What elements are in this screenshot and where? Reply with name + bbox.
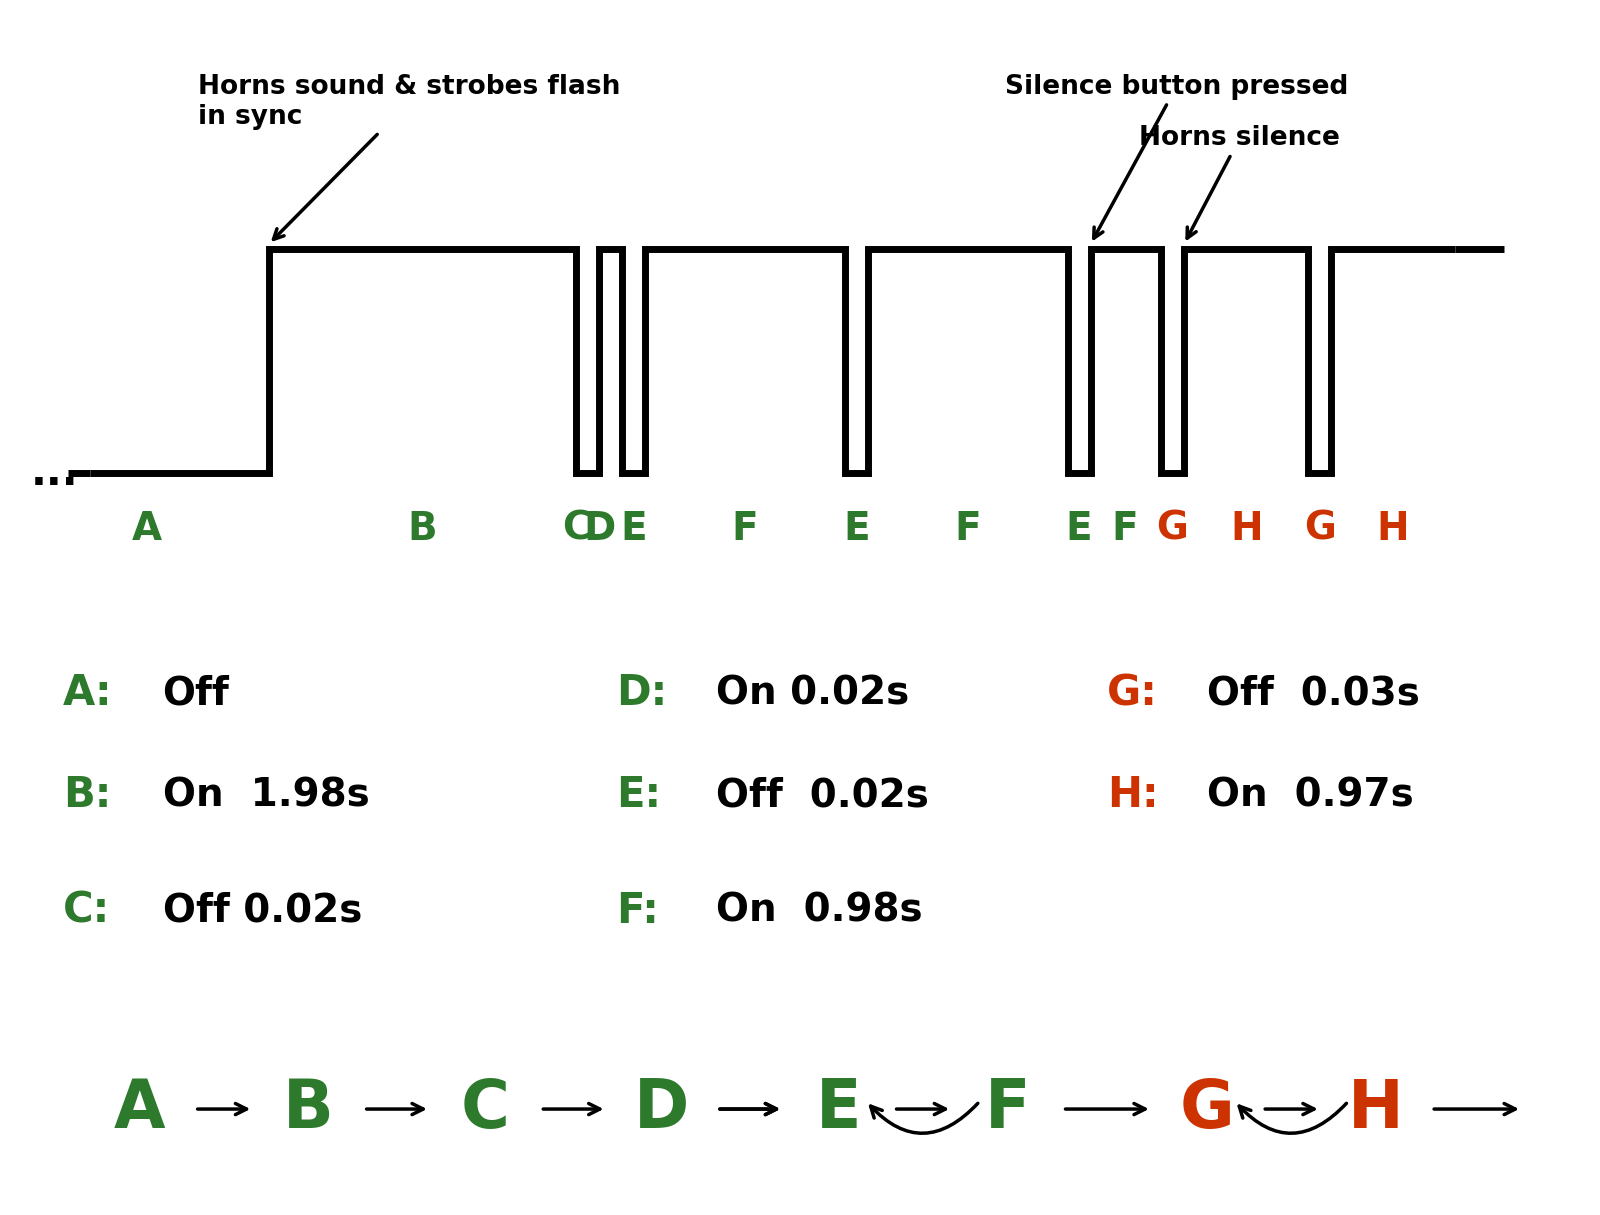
Text: F: F (731, 510, 758, 548)
Text: H:: H: (1107, 774, 1158, 816)
Text: A:: A: (62, 672, 112, 714)
Text: C:: C: (62, 889, 110, 932)
Text: F: F (1112, 510, 1139, 548)
Text: Off 0.02s: Off 0.02s (163, 892, 362, 929)
Text: G: G (1157, 510, 1189, 548)
Text: Off  0.02s: Off 0.02s (715, 776, 928, 814)
Text: B: B (408, 510, 437, 548)
Text: On  1.98s: On 1.98s (163, 776, 370, 814)
Text: ...: ... (32, 452, 78, 495)
Text: D:: D: (616, 672, 667, 714)
Text: E:: E: (616, 774, 661, 816)
Text: Horns silence: Horns silence (1139, 125, 1341, 238)
Text: C: C (562, 510, 590, 548)
Text: E: E (1066, 510, 1093, 548)
Text: B:: B: (62, 774, 110, 816)
Text: F: F (984, 1076, 1030, 1142)
Text: Off  0.03s: Off 0.03s (1206, 674, 1419, 712)
Text: F: F (954, 510, 981, 548)
Text: Off: Off (163, 674, 229, 712)
Text: D: D (634, 1076, 690, 1142)
Text: G: G (1304, 510, 1336, 548)
Text: A: A (133, 510, 162, 548)
Text: On  0.98s: On 0.98s (715, 892, 922, 929)
Text: C: C (461, 1076, 510, 1142)
Text: B: B (283, 1076, 334, 1142)
Text: On 0.02s: On 0.02s (715, 674, 909, 712)
Text: F:: F: (616, 889, 659, 932)
Text: E: E (621, 510, 646, 548)
Text: H: H (1349, 1076, 1403, 1142)
Text: Silence button pressed: Silence button pressed (1005, 74, 1349, 238)
Text: G:: G: (1107, 672, 1158, 714)
Text: G: G (1179, 1076, 1235, 1142)
Text: D: D (582, 510, 614, 548)
Text: Horns sound & strobes flash
in sync: Horns sound & strobes flash in sync (198, 74, 621, 239)
Text: On  0.97s: On 0.97s (1206, 776, 1414, 814)
Text: A: A (114, 1076, 165, 1142)
Text: H: H (1230, 510, 1262, 548)
Text: H: H (1376, 510, 1410, 548)
Text: E: E (843, 510, 870, 548)
Text: E: E (816, 1076, 861, 1142)
